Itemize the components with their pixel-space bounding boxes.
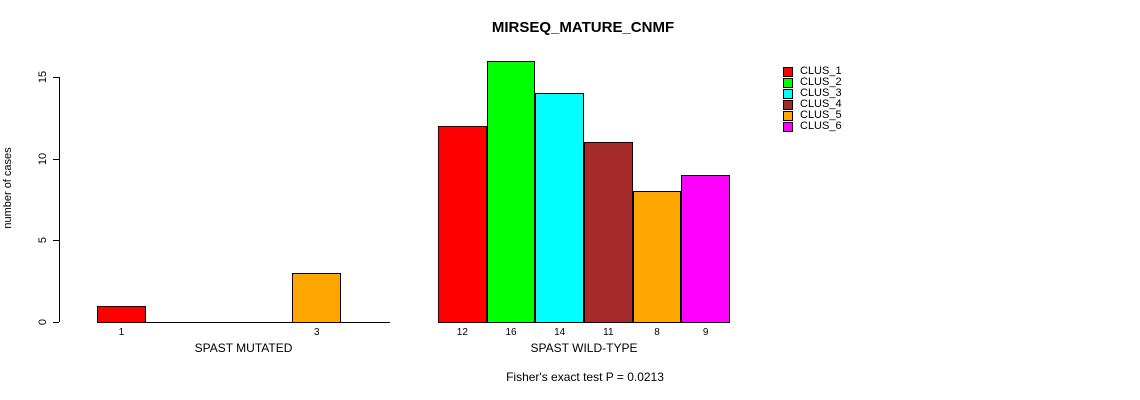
y-tick-label: 0 [37, 318, 49, 326]
legend-label: CLUS_3 [800, 87, 842, 99]
bar-clus_1 [97, 305, 146, 323]
y-tick-mark [53, 322, 59, 323]
chart-title: MIRSEQ_MATURE_CNMF [491, 19, 675, 36]
x-axis-group-label: SPAST WILD-TYPE [530, 341, 638, 355]
bar-value-label: 3 [313, 327, 320, 338]
legend-color-swatch [783, 99, 793, 110]
y-tick-label: 15 [37, 70, 49, 84]
y-tick-mark [53, 158, 59, 160]
legend-item: CLUS_3 [783, 88, 842, 99]
bar-value-label: 16 [505, 327, 517, 338]
legend-color-swatch [783, 88, 793, 99]
caption-fisher-test: Fisher's exact test P = 0.0213 [506, 370, 664, 384]
x-axis-group-label: SPAST MUTATED [194, 341, 293, 355]
bar-clus_6 [681, 175, 730, 323]
legend-color-swatch [783, 110, 793, 121]
bar-value-label: 12 [456, 327, 468, 338]
bar-clus_2 [486, 60, 536, 323]
legend-item: CLUS_6 [783, 121, 842, 132]
bar-clus_1 [438, 126, 487, 323]
bar-value-label: 9 [702, 327, 709, 338]
bar-value-label: 8 [654, 327, 660, 338]
legend-label: CLUS_6 [800, 120, 842, 132]
legend-label: CLUS_1 [800, 65, 842, 77]
legend-color-swatch [783, 66, 793, 77]
legend-color-swatch [783, 77, 793, 88]
legend-color-swatch [783, 121, 793, 132]
legend-label: CLUS_4 [800, 98, 842, 110]
bar-clus_4 [584, 142, 633, 323]
legend-item: CLUS_2 [783, 77, 842, 88]
y-tick-label: 5 [37, 237, 49, 244]
legend-item: CLUS_5 [783, 110, 842, 121]
y-tick-mark [53, 77, 59, 78]
bar-clus_3 [535, 93, 584, 323]
y-axis-label: number of cases [2, 147, 14, 229]
y-tick-mark [53, 240, 59, 242]
bar-value-label: 14 [554, 327, 566, 338]
bar-value-label: 1 [118, 327, 125, 338]
legend-label: CLUS_2 [800, 76, 842, 88]
legend-label: CLUS_5 [800, 109, 842, 121]
legend-item: CLUS_1 [783, 66, 842, 77]
bar-clus_5 [632, 191, 682, 323]
legend: CLUS_1 CLUS_2 CLUS_3 CLUS_4 CLUS_5 CLUS_6 [783, 66, 842, 132]
group-baseline [97, 322, 390, 323]
bar-value-label: 11 [603, 327, 614, 338]
legend-item: CLUS_4 [783, 99, 842, 110]
y-axis-line [59, 77, 60, 322]
bar-clus_5 [292, 273, 342, 323]
y-tick-label: 10 [37, 152, 49, 165]
